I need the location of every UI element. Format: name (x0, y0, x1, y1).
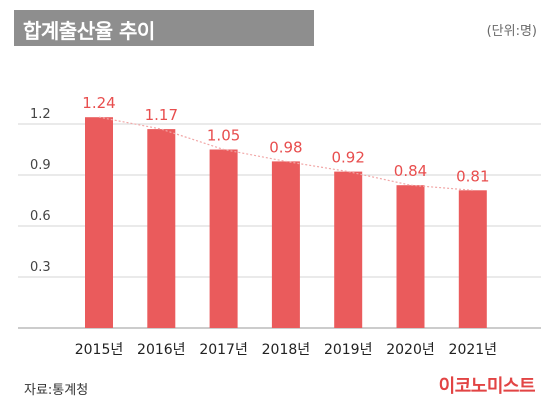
x-tick-label: 2015년 (75, 342, 124, 358)
data-label: 0.84 (394, 162, 427, 180)
x-tick-label: 2020년 (386, 342, 435, 358)
chart-title: 합계출산율 추이 (23, 19, 155, 43)
data-label: 1.17 (145, 106, 178, 124)
unit-label: (단위:명) (486, 24, 537, 39)
x-tick-label: 2018년 (262, 342, 311, 358)
x-tick-label: 2019년 (324, 342, 373, 358)
bar (85, 117, 113, 328)
title-bar (14, 10, 314, 46)
data-label: 0.98 (269, 138, 302, 156)
x-tick-label: 2017년 (199, 342, 248, 358)
bar (209, 149, 238, 328)
bar (458, 190, 487, 328)
x-tick-label: 2021년 (449, 342, 498, 358)
data-label: 1.24 (82, 94, 115, 112)
source-label: 자료:통계청 (24, 383, 89, 398)
y-tick-label: 0.6 (30, 209, 51, 224)
bar (147, 129, 176, 328)
x-tick-label: 2016년 (137, 342, 186, 358)
y-tick-label: 0.9 (30, 158, 51, 173)
trend-line (98, 116, 473, 191)
bar (334, 171, 363, 328)
data-label: 0.92 (331, 149, 364, 167)
y-tick-label: 1.2 (30, 107, 51, 122)
brand-logo: 이코노미스트 (438, 376, 536, 397)
data-label: 0.81 (456, 167, 489, 185)
bar (396, 185, 425, 328)
bar (271, 161, 300, 328)
data-label: 1.05 (207, 127, 240, 145)
y-tick-label: 0.3 (30, 260, 51, 275)
